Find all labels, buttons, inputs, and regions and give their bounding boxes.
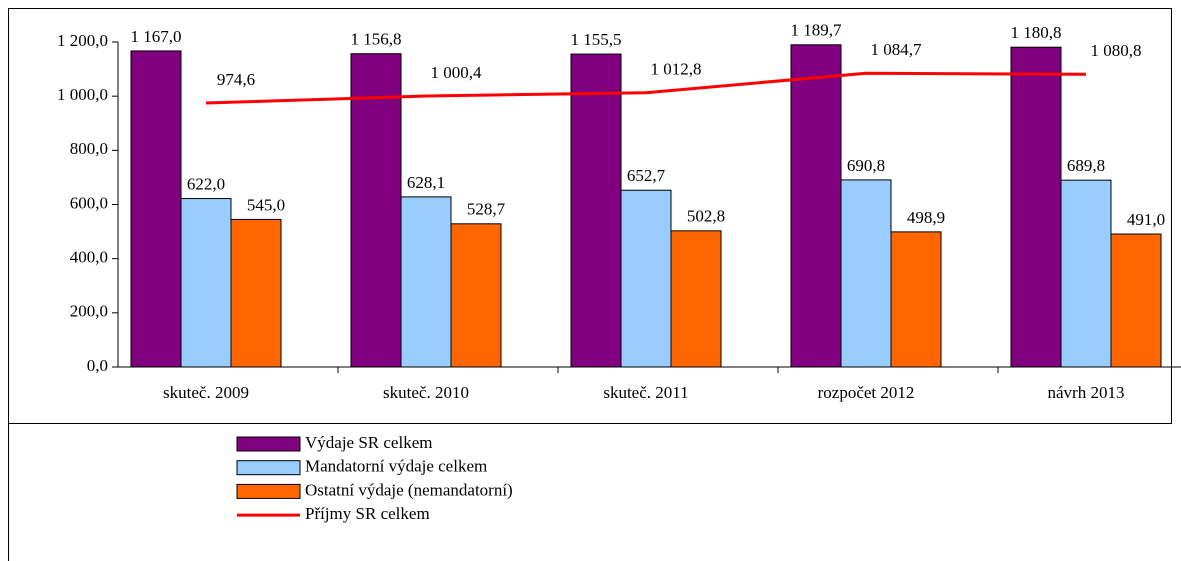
data-label: 1 155,5 [571, 30, 622, 49]
x-tick-label: skuteč. 2011 [603, 383, 688, 402]
data-label: 690,8 [847, 156, 885, 175]
bar [450, 223, 502, 368]
bar [1110, 233, 1162, 368]
legend-swatch [236, 436, 301, 452]
y-tick-label: 1 200,0 [57, 31, 108, 50]
line-label: 1 084,7 [871, 40, 923, 59]
data-label: 1 156,8 [351, 30, 402, 49]
data-label: 528,7 [467, 200, 506, 219]
data-label: 1 167,0 [131, 27, 182, 46]
bar [840, 179, 892, 368]
bar [1060, 179, 1112, 368]
line-label: 974,6 [217, 70, 255, 89]
legend-label: Mandatorní výdaje celkem [305, 457, 487, 476]
x-tick-label: skuteč. 2009 [163, 383, 249, 402]
y-tick-label: 600,0 [70, 193, 108, 212]
bar [570, 53, 622, 368]
line-label: 1 080,8 [1091, 41, 1142, 60]
bar [230, 218, 282, 368]
data-label: 622,0 [187, 174, 225, 193]
legend-label: Ostatní výdaje (nemandatorní) [305, 480, 513, 499]
x-tick-label: skuteč. 2010 [383, 383, 469, 402]
y-tick-label: 400,0 [70, 248, 108, 267]
bar [180, 198, 232, 368]
data-label: 652,7 [627, 166, 666, 185]
bar [790, 44, 842, 368]
x-tick-label: rozpočet 2012 [818, 383, 915, 402]
y-tick-label: 1 000,0 [57, 85, 108, 104]
data-label: 545,0 [247, 195, 285, 214]
data-label: 491,0 [1127, 210, 1165, 229]
bar [620, 189, 672, 368]
data-label: 1 189,7 [791, 21, 843, 40]
bar [670, 230, 722, 368]
bar [400, 196, 452, 368]
legend-swatch [236, 460, 301, 476]
line [205, 71, 1087, 105]
legend-swatch [236, 483, 301, 499]
data-label: 502,8 [687, 207, 725, 226]
data-label: 689,8 [1067, 156, 1105, 175]
x-tick-label: návrh 2013 [1048, 383, 1125, 402]
bar [890, 231, 942, 368]
y-tick-label: 800,0 [70, 139, 108, 158]
bar [130, 50, 182, 368]
data-label: 628,1 [407, 173, 445, 192]
legend-label: Výdaje SR celkem [305, 433, 432, 452]
line-label: 1 000,4 [431, 63, 483, 82]
bar [1010, 46, 1062, 368]
y-tick-label: 0,0 [87, 356, 108, 375]
chart-frame [8, 8, 1172, 424]
bar [350, 53, 402, 368]
legend-label: Příjmy SR celkem [305, 504, 430, 523]
y-tick-label: 200,0 [70, 302, 108, 321]
line-label: 1 012,8 [651, 60, 702, 79]
data-label: 1 180,8 [1011, 23, 1062, 42]
data-label: 498,9 [907, 208, 945, 227]
